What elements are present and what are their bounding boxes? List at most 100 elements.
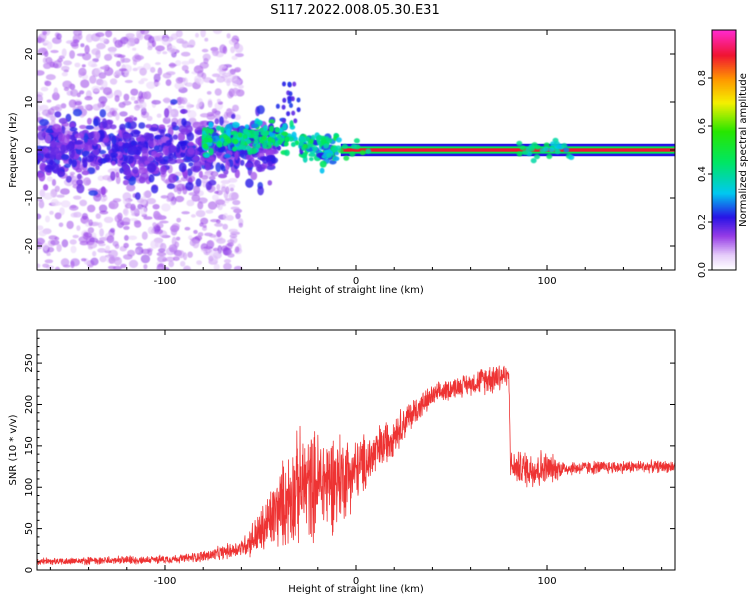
spectrogram-cell — [244, 162, 254, 168]
colorbar-segment — [712, 190, 736, 193]
spectrogram-cell — [100, 197, 106, 202]
colorbar-segment — [712, 42, 736, 45]
spectrogram-cell — [74, 143, 85, 150]
spectrogram-cell — [319, 167, 325, 174]
spectrogram-cell — [226, 79, 231, 87]
colorbar-segment — [712, 240, 736, 243]
colorbar-segment — [712, 234, 736, 237]
y-tick-label: 200 — [24, 395, 35, 414]
colorbar-segment — [712, 202, 736, 205]
spectrogram-cell — [99, 37, 107, 43]
colorbar-segment — [712, 164, 736, 167]
spectrogram-cell — [101, 100, 106, 107]
spectrogram-cell — [125, 170, 131, 180]
spectrogram-cell — [319, 160, 327, 168]
spectrogram-cell — [311, 145, 318, 151]
spectrogram-cell — [132, 67, 138, 72]
colorbar-segment — [712, 216, 736, 219]
colorbar-segment — [712, 74, 736, 77]
colorbar-segment — [712, 244, 736, 247]
spectrogram-cell — [113, 72, 121, 78]
spectrogram-cell — [144, 92, 151, 99]
spectrogram-cell — [60, 258, 70, 267]
spectrogram-cell — [132, 47, 137, 51]
spectrogram-cell — [122, 217, 131, 225]
spectrogram-cell — [519, 145, 526, 151]
colorbar-segment — [712, 102, 736, 105]
spectrogram-cell — [130, 96, 136, 101]
colorbar-segment — [712, 96, 736, 99]
spectrogram-cell — [175, 236, 181, 241]
spectrogram-cell — [220, 126, 225, 134]
spectrogram-cell — [171, 223, 180, 231]
spectrogram-cell — [128, 259, 139, 268]
spectrogram-cell — [309, 157, 314, 162]
spectrogram-cell — [115, 151, 123, 160]
spectrogram-cell — [153, 131, 162, 136]
spectrogram-cell — [166, 197, 172, 202]
spectrogram-cell — [134, 249, 140, 254]
spectrogram-cell — [180, 260, 186, 267]
colorbar-gradient — [712, 30, 736, 271]
colorbar-segment — [712, 224, 736, 227]
spectrogram-cell — [51, 123, 62, 133]
colorbar-segment — [712, 156, 736, 159]
spectrogram-cell — [55, 266, 60, 270]
spectrogram-cell — [164, 108, 170, 118]
spectrogram-cell — [133, 130, 141, 135]
spectrogram-cell — [70, 245, 77, 254]
spectrogram-cell — [49, 210, 54, 215]
snr-series-line — [37, 365, 675, 566]
spectrogram-cell — [171, 121, 177, 128]
spectrogram-cell — [197, 98, 203, 107]
spectrogram-cell — [97, 248, 107, 253]
spectrogram-cell — [359, 150, 366, 156]
spectrogram-cell — [98, 204, 108, 213]
spectrogram-cell — [195, 178, 202, 187]
spectrogram-cell — [47, 108, 55, 115]
spectrogram-cell — [37, 237, 45, 245]
spectrogram-cell — [119, 111, 128, 117]
spectrogram-cell — [61, 135, 70, 146]
colorbar-segment — [712, 226, 736, 229]
spectrogram-cell — [73, 140, 84, 145]
spectrogram-cell — [45, 129, 53, 134]
spectrogram-cell — [139, 67, 147, 76]
spectrogram-cell — [146, 162, 157, 173]
spectrogram-cell — [147, 156, 155, 162]
spectrogram-cell — [88, 219, 93, 227]
spectrogram-cell — [43, 62, 52, 69]
spectrogram-cell — [124, 155, 135, 164]
y-tick-label: -20 — [24, 238, 35, 254]
spectrogram-cell — [165, 256, 175, 262]
colorbar-segment — [712, 166, 736, 169]
colorbar-segment — [712, 158, 736, 161]
spectrogram-cell — [227, 253, 235, 258]
spectrogram-cell — [220, 165, 226, 172]
colorbar-segment — [712, 260, 736, 263]
spectrogram-cell — [143, 264, 148, 270]
colorbar-segment — [712, 160, 736, 163]
spectrogram-cell — [166, 183, 175, 190]
spectrogram-cell — [200, 217, 209, 225]
colorbar-segment — [712, 204, 736, 207]
spectrogram-cell — [138, 122, 146, 129]
spectrogram-cell — [228, 183, 236, 189]
spectrogram-cell — [242, 128, 248, 134]
colorbar-tick-label: 0.2 — [697, 214, 708, 230]
spectrogram-cell — [210, 219, 220, 223]
spectrogram-cell — [159, 165, 167, 175]
spectrogram-cell — [60, 188, 70, 195]
spectrogram-cell — [184, 70, 190, 74]
spectrogram-cell — [76, 225, 81, 232]
colorbar-segment — [712, 114, 736, 117]
spectrogram-cell — [79, 199, 88, 207]
colorbar-segment — [712, 236, 736, 239]
spectrogram-cell — [219, 116, 224, 126]
colorbar-label: Normalized spectral amplitude — [738, 73, 749, 227]
spectrogram-cell — [147, 248, 153, 256]
colorbar-segment — [712, 60, 736, 63]
spectrogram-cell — [123, 242, 129, 249]
spectrogram-cell — [290, 96, 295, 102]
spectrogram-cell — [239, 144, 245, 150]
